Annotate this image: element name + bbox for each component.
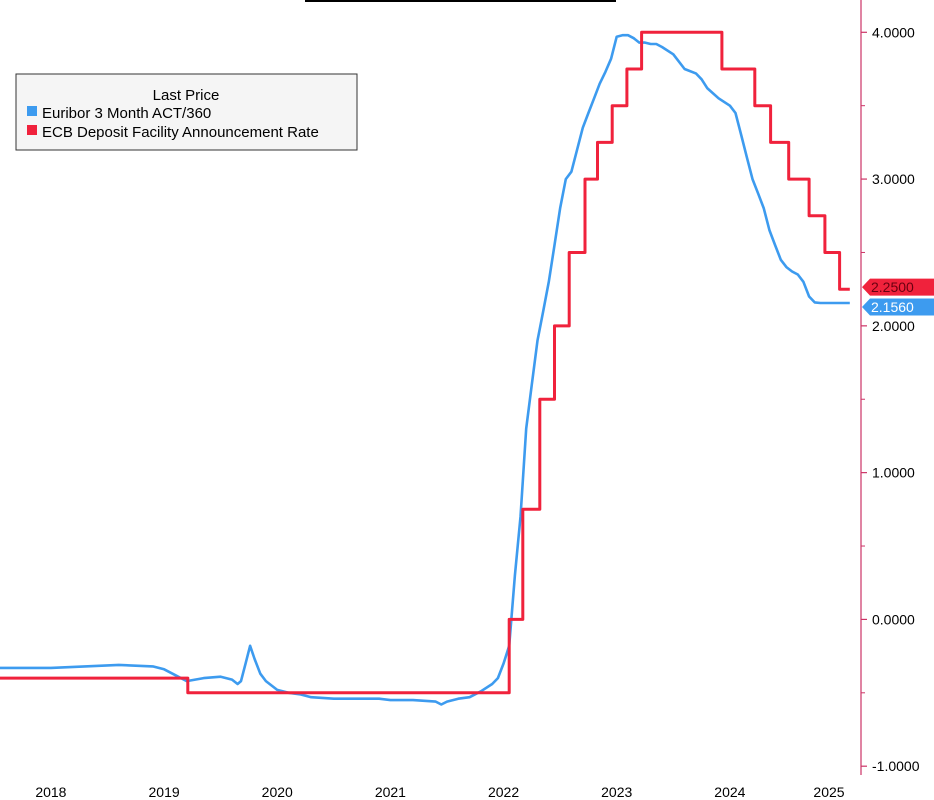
legend-title: Last Price	[153, 87, 220, 104]
last-value-badge-1	[862, 298, 934, 316]
x-tick-label-0: 2018	[35, 784, 66, 800]
legend-entry-ecb: ECB Deposit Facility Announcement Rate	[42, 124, 319, 141]
series-layer	[0, 30, 850, 706]
legend-swatch-ecb	[27, 125, 37, 135]
y-tick-label-4: 0.0000	[872, 611, 915, 627]
x-tick-label-7: 2025	[813, 784, 844, 800]
y-axis: 4.0000 3.0000 2.0000 1.0000 0.0000 -1.0000	[860, 0, 920, 775]
last-value-label-1: 2.1560	[871, 299, 914, 315]
legend: Last Price Euribor 3 Month ACT/360 ECB D…	[15, 73, 358, 151]
series-line-euribor	[0, 33, 850, 706]
x-tick-label-2: 2020	[262, 784, 293, 800]
x-tick-label-6: 2024	[714, 784, 745, 800]
y-tick-label-3: 1.0000	[872, 465, 915, 481]
last-value-badges: 2.2500 2.1560	[862, 278, 934, 316]
x-axis: 2018 2019 2020 2021 2022 2023 2024 2025	[35, 784, 844, 800]
y-tick-label-5: -1.0000	[872, 758, 920, 774]
x-tick-label-1: 2019	[149, 784, 180, 800]
legend-swatch-euribor	[27, 106, 37, 116]
x-tick-label-4: 2022	[488, 784, 519, 800]
y-tick-label-0: 4.0000	[872, 24, 915, 40]
series-line-ecb	[0, 30, 850, 695]
y-tick-label-2: 2.0000	[872, 318, 915, 334]
x-tick-label-3: 2021	[375, 784, 406, 800]
last-value-badge-0	[862, 278, 934, 296]
legend-entry-euribor: Euribor 3 Month ACT/360	[42, 105, 211, 122]
legend-box	[15, 73, 358, 151]
y-tick-label-1: 3.0000	[872, 171, 915, 187]
last-value-label-0: 2.2500	[871, 279, 914, 295]
x-tick-label-5: 2023	[601, 784, 632, 800]
